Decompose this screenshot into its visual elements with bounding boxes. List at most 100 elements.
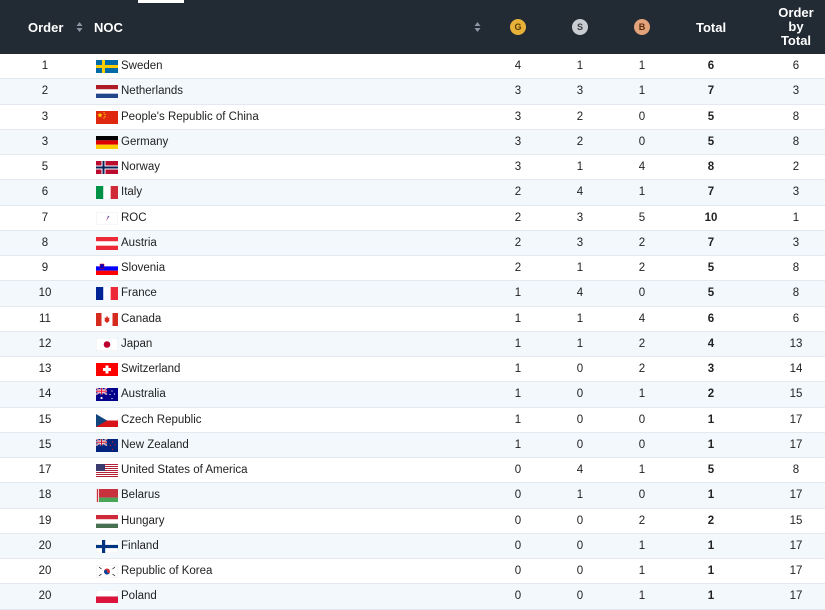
table-row[interactable]: 20 Finland 0 0 1 1 17 (0, 533, 825, 559)
noc-name-cell[interactable]: Italy (121, 186, 143, 199)
netherlands-flag-icon (96, 85, 118, 99)
silver-count-cell: 4 (576, 287, 584, 300)
table-row[interactable]: 10 France 1 4 0 5 8 (0, 281, 825, 307)
column-order-by-total[interactable]: Order by Total (770, 0, 822, 54)
bronze-count-cell: 4 (638, 161, 646, 174)
italy-flag-icon (96, 186, 118, 200)
total-count-cell: 5 (707, 464, 715, 477)
noc-name-cell[interactable]: Netherlands (121, 85, 184, 98)
order-by-total-cell: 8 (792, 135, 800, 148)
gold-count-cell: 1 (514, 337, 522, 350)
silver-count-cell: 3 (576, 211, 584, 224)
table-row[interactable]: 12 Japan 1 1 2 4 13 (0, 331, 825, 357)
table-row[interactable]: 19 Hungary 0 0 2 2 15 (0, 509, 825, 534)
noc-name-cell[interactable]: Switzerland (121, 363, 181, 376)
noc-name-cell[interactable]: Norway (121, 161, 160, 174)
table-row[interactable]: 7 ROC 2 3 5 10 1 (0, 206, 825, 231)
gold-count-cell: 2 (514, 211, 522, 224)
table-row[interactable]: 2 Netherlands 3 3 1 7 3 (0, 79, 825, 105)
total-count-cell: 7 (707, 85, 715, 98)
noc-name-cell[interactable]: Czech Republic (121, 413, 202, 426)
total-count-cell: 1 (707, 489, 715, 502)
noc-name-cell[interactable]: Canada (121, 312, 162, 325)
table-row[interactable]: 14 Australia 1 0 1 2 15 (0, 382, 825, 408)
column-total[interactable]: Total (696, 19, 727, 35)
noc-name-cell[interactable]: United States of America (121, 464, 248, 477)
order-by-total-cell: 3 (792, 236, 800, 249)
sweden-flag-icon (96, 60, 118, 73)
noc-name-cell[interactable]: Austria (121, 236, 157, 249)
table-row[interactable]: 6 Italy 2 4 1 7 3 (0, 180, 825, 206)
gold-medal-icon[interactable]: G (510, 19, 526, 35)
rank-cell: 7 (41, 211, 49, 224)
silver-count-cell: 0 (576, 413, 584, 426)
gold-count-cell: 1 (514, 388, 522, 401)
bronze-count-cell: 1 (638, 186, 646, 199)
table-row[interactable]: 18 Belarus 0 1 0 1 17 (0, 483, 825, 509)
rank-cell: 5 (41, 161, 49, 174)
order-by-total-cell: 17 (789, 590, 803, 603)
table-row[interactable]: 20 Republic of Korea 0 0 1 1 17 (0, 559, 825, 585)
silver-count-cell: 1 (576, 60, 584, 73)
table-row[interactable]: 15 Czech Republic 1 0 0 1 17 (0, 408, 825, 433)
column-order[interactable]: Order (28, 19, 64, 35)
silver-medal-icon[interactable]: S (572, 19, 588, 35)
total-count-cell: 7 (707, 186, 715, 199)
bronze-count-cell: 0 (638, 489, 646, 502)
bronze-count-cell: 0 (638, 135, 646, 148)
table-row[interactable]: 15 New Zealand 1 0 0 1 17 (0, 432, 825, 458)
bronze-medal-icon[interactable]: B (634, 19, 650, 35)
noc-name-cell[interactable]: People's Republic of China (121, 110, 259, 123)
noc-name-cell[interactable]: Hungary (121, 514, 165, 527)
table-row[interactable]: 1 Sweden 4 1 1 6 6 (0, 54, 825, 80)
noc-name-cell[interactable]: Germany (121, 135, 169, 148)
table-row[interactable]: 8 Austria 2 3 2 7 3 (0, 230, 825, 256)
noc-name-cell[interactable]: New Zealand (121, 438, 189, 451)
table-row[interactable]: 20 Poland 0 0 1 1 17 (0, 584, 825, 610)
noc-name-cell[interactable]: Slovenia (121, 262, 166, 275)
bronze-count-cell: 2 (638, 236, 646, 249)
table-row[interactable]: 11 Canada 1 1 4 6 6 (0, 307, 825, 332)
gold-count-cell: 3 (514, 161, 522, 174)
total-count-cell: 2 (707, 388, 715, 401)
column-noc[interactable]: NOC (94, 19, 123, 35)
gold-count-cell: 4 (514, 60, 522, 73)
silver-count-cell: 2 (576, 135, 584, 148)
gold-count-cell: 3 (514, 110, 522, 123)
order-by-total-cell: 13 (789, 337, 803, 350)
bronze-count-cell: 1 (638, 565, 646, 578)
sort-icon[interactable] (474, 21, 481, 33)
column-order-by-total-line: Order (778, 5, 814, 20)
poland-flag-icon (96, 590, 118, 604)
noc-name-cell[interactable]: ROC (121, 211, 147, 224)
table-row[interactable]: 17 United States of America 0 4 1 5 8 (0, 458, 825, 484)
noc-name-cell[interactable]: Australia (121, 388, 166, 401)
canada-flag-icon (96, 312, 118, 326)
table-header: Order NOC G S B Total Order by Total (0, 0, 825, 54)
bronze-count-cell: 5 (638, 211, 646, 224)
noc-name-cell[interactable]: Belarus (121, 489, 160, 502)
noc-name-cell[interactable]: Japan (121, 337, 153, 350)
order-by-total-cell: 17 (789, 539, 803, 552)
total-count-cell: 7 (707, 236, 715, 249)
sort-icon[interactable] (76, 21, 83, 33)
rank-cell: 17 (38, 464, 52, 477)
rank-cell: 12 (38, 337, 52, 350)
total-count-cell: 6 (707, 60, 715, 73)
noc-name-cell[interactable]: Poland (121, 590, 157, 603)
total-count-cell: 5 (707, 135, 715, 148)
table-row[interactable]: 9 Slovenia 2 1 2 5 8 (0, 256, 825, 282)
table-row[interactable]: 3 Germany 3 2 0 5 8 (0, 129, 825, 155)
total-count-cell: 5 (707, 110, 715, 123)
noc-name-cell[interactable]: Sweden (121, 60, 163, 73)
noc-name-cell[interactable]: France (121, 287, 157, 300)
noc-name-cell[interactable]: Republic of Korea (121, 565, 213, 578)
silver-count-cell: 3 (576, 85, 584, 98)
noc-name-cell[interactable]: Finland (121, 539, 159, 552)
usa-flag-icon (96, 464, 118, 477)
rank-cell: 20 (38, 590, 52, 603)
total-count-cell: 10 (704, 211, 718, 224)
table-row[interactable]: 13 Switzerland 1 0 2 3 14 (0, 357, 825, 383)
table-row[interactable]: 3 People's Republic of China 3 2 0 5 8 (0, 105, 825, 130)
table-row[interactable]: 5 Norway 3 1 4 8 2 (0, 155, 825, 181)
